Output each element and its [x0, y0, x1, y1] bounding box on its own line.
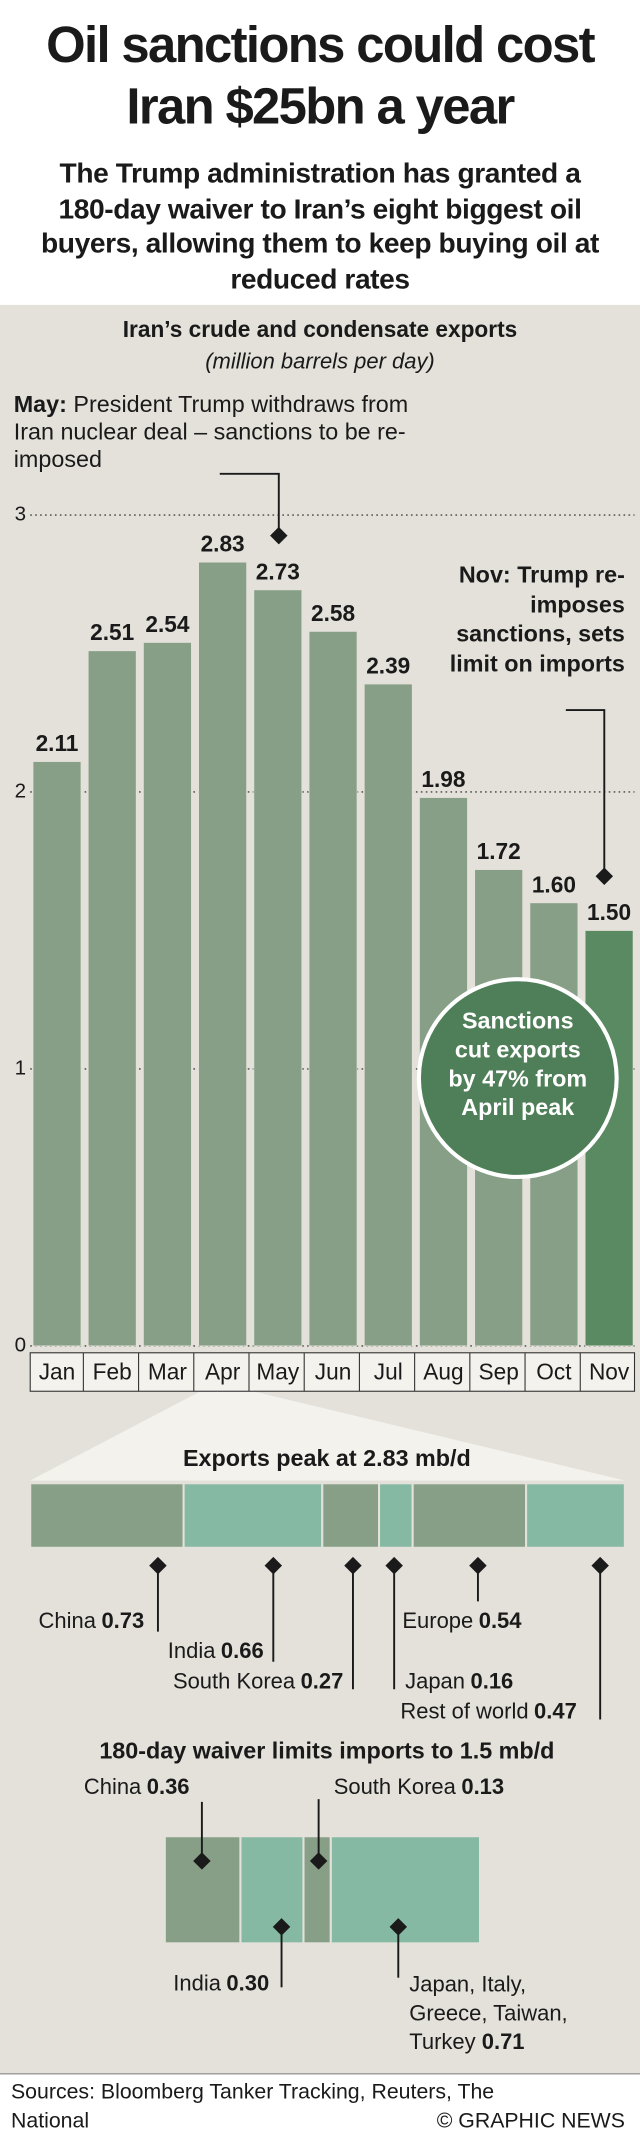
x-tick-label: Jun: [315, 1358, 352, 1384]
value-label: 2.54: [145, 611, 189, 637]
bar: [308, 630, 358, 1347]
segment: [321, 1482, 381, 1549]
x-tick-label: Jan: [39, 1358, 76, 1384]
category-row: [29, 1352, 636, 1392]
segment: [525, 1482, 626, 1549]
legend-name: India: [173, 1970, 221, 1995]
legend-value: 0.13: [461, 1774, 504, 1799]
annotation: Nov: Trump re-imposes sanctions, sets li…: [448, 560, 625, 678]
value-label: 2.73: [256, 558, 300, 584]
x-tick-label: May: [256, 1358, 299, 1384]
segment: [302, 1835, 332, 1945]
annotation: May: President Trump withdraws from Iran…: [14, 391, 426, 473]
chart-title: Iran’s crude and condensate exports: [123, 316, 518, 342]
segment: [411, 1482, 528, 1549]
legend-value: 0.71: [481, 2031, 525, 2055]
segment: [239, 1835, 305, 1945]
value-label: 2.83: [201, 531, 245, 557]
legend-label: South Korea 0.13: [334, 1774, 504, 1799]
legend-label: China 0.36: [84, 1774, 190, 1799]
x-tick-label: Mar: [148, 1358, 187, 1384]
chart-subtitle: (million barrels per day): [205, 348, 435, 373]
legend-label: India 0.66: [168, 1638, 264, 1663]
x-tick-label: Apr: [205, 1358, 241, 1384]
bar: [253, 589, 303, 1347]
segment: [377, 1482, 414, 1549]
value-label: 2.11: [36, 730, 79, 756]
legend-value: 0.73: [101, 1608, 144, 1633]
value-label: 2.51: [90, 619, 134, 645]
value-label: 1.72: [477, 838, 521, 864]
x-tick-label: Sep: [479, 1358, 519, 1384]
legend-label: Rest of world 0.47: [400, 1698, 576, 1723]
callout-text: Sanctions cut exports by 47% from April …: [448, 1008, 588, 1121]
annotation-text: Trump re-imposes sanctions, sets limit o…: [449, 561, 625, 677]
connector: [219, 472, 280, 531]
legend-name: Japan: [405, 1668, 465, 1693]
bar: [142, 642, 192, 1347]
y-tick-label: 3: [15, 502, 26, 525]
value-label: 1.50: [587, 899, 631, 925]
y-tick-label: 0: [15, 1333, 26, 1356]
x-tick-label: Jul: [374, 1358, 403, 1384]
legend-label: Japan, Italy, Greece, Taiwan, Turkey 0.7…: [409, 1971, 594, 2058]
legend-value: 0.30: [226, 1970, 269, 1995]
legend-label: Japan 0.16: [405, 1668, 513, 1693]
sources: Sources: Bloomberg Tanker Tracking, Reut…: [10, 2080, 495, 2133]
legend-value: 0.27: [301, 1668, 344, 1693]
legend-value: 0.54: [479, 1608, 523, 1633]
connector: [565, 709, 606, 871]
value-label: 1.60: [532, 871, 576, 897]
legend-name: China: [84, 1774, 142, 1799]
value-label: 2.58: [311, 600, 355, 626]
x-tick-label: Oct: [536, 1358, 572, 1384]
legend-label: Europe 0.54: [402, 1608, 522, 1633]
annotation-label: May:: [13, 391, 67, 418]
x-tick-label: Feb: [93, 1358, 132, 1384]
value-label: 2.39: [366, 652, 410, 678]
callout-circle: [416, 977, 619, 1180]
chart-title: 180-day waiver limits imports to 1.5 mb/…: [99, 1738, 554, 1764]
segment: [29, 1482, 185, 1549]
legend-name: Japan, Italy, Greece, Taiwan, Turkey: [409, 1973, 568, 2055]
legend-name: Europe: [402, 1608, 473, 1633]
x-tick-label: Aug: [423, 1358, 463, 1384]
legend-label: China 0.73: [39, 1608, 145, 1633]
legend-value: 0.36: [147, 1774, 190, 1799]
credit: © GRAPHIC NEWS: [437, 2109, 625, 2133]
legend-value: 0.66: [221, 1638, 264, 1663]
legend-value: 0.16: [471, 1668, 514, 1693]
annotation-label: Nov:: [458, 561, 511, 588]
bar: [87, 650, 137, 1347]
legend-value: 0.47: [534, 1698, 577, 1723]
bar: [32, 761, 82, 1347]
subtitle: The Trump administration has granted a 1…: [41, 157, 599, 295]
y-tick-label: 1: [15, 1056, 26, 1079]
y-tick-label: 2: [15, 779, 26, 802]
annotation-text: President Trump withdraws from Iran nucl…: [13, 391, 409, 473]
legend-name: Rest of world: [400, 1698, 528, 1723]
legend-label: India 0.30: [173, 1970, 269, 1995]
segment: [182, 1482, 324, 1549]
chart-title: Exports peak at 2.83 mb/d: [183, 1445, 471, 1471]
value-label: 1.98: [421, 766, 465, 792]
legend-name: China: [39, 1608, 97, 1633]
x-tick-label: Nov: [589, 1358, 630, 1384]
bar: [363, 683, 413, 1347]
legend-name: South Korea: [334, 1774, 457, 1799]
bar: [198, 561, 248, 1347]
legend-label: South Korea 0.27: [173, 1668, 343, 1693]
zoom-wedge: [30, 1391, 625, 1481]
legend-name: South Korea: [173, 1668, 296, 1693]
title: Oil sanctions could cost Iran $25bn a ye…: [46, 16, 595, 135]
legend-name: India: [168, 1638, 216, 1663]
